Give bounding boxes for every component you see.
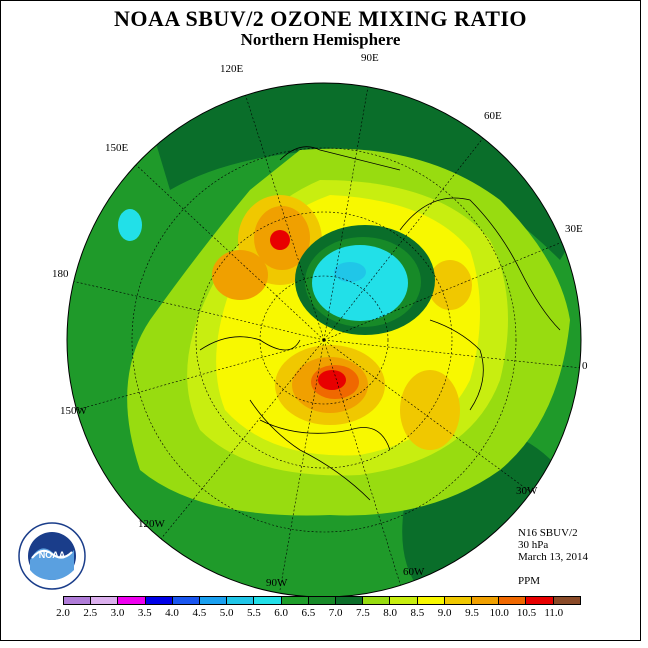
pressure-level-label: 30 hPa [518, 539, 549, 551]
page-title: NOAA SBUV/2 OZONE MIXING RATIO [113, 6, 528, 31]
color-scale-cell [200, 597, 228, 604]
figure-frame [0, 0, 641, 641]
date-label: March 13, 2014 [518, 551, 588, 563]
color-scale-cell [499, 597, 527, 604]
color-scale-cell [145, 597, 173, 604]
color-scale-tick: 4.0 [165, 607, 179, 619]
color-scale-cell [281, 597, 309, 604]
instrument-label: N16 SBUV/2 [518, 527, 578, 539]
ozone-field [67, 83, 581, 597]
lon-label-30w: 30W [516, 485, 538, 497]
graticule [67, 83, 581, 591]
color-scale-tick: 8.0 [383, 607, 398, 619]
lon-label-90w: 90W [266, 577, 288, 589]
color-scale-tick: 3.0 [110, 607, 125, 619]
noaa-logo-text: NOAA [39, 550, 66, 560]
color-scale-tick: 7.0 [328, 607, 343, 619]
color-scale-tick: 6.5 [301, 607, 316, 619]
lon-label-90e: 90E [361, 52, 379, 64]
color-scale-tick: 11.0 [544, 607, 564, 619]
color-scale-cell [472, 597, 500, 604]
color-scale-tick: 7.5 [356, 607, 370, 619]
color-scale-tick: 2.0 [56, 607, 70, 619]
color-scale-cell [172, 597, 201, 604]
color-scale-cell [553, 597, 580, 604]
color-scale-tick: 10.5 [516, 607, 537, 619]
color-scale-tick: 10.0 [489, 607, 509, 619]
color-scale-cell [308, 597, 337, 604]
color-scale-tick: 9.5 [465, 607, 479, 619]
color-scale-cell [390, 597, 418, 604]
lon-label-120w: 120W [138, 518, 165, 530]
color-scale-cell [227, 597, 255, 604]
units-label: PPM [518, 575, 541, 587]
lon-label-150w: 150W [60, 405, 87, 417]
color-scale-tick: 5.5 [246, 607, 261, 619]
color-scale-bar [63, 596, 581, 605]
noaa-logo: NOAA [18, 522, 86, 590]
color-scale-cell [444, 597, 473, 604]
color-scale-cell [363, 597, 391, 604]
color-scale-cell [118, 597, 146, 604]
color-scale-cell [417, 597, 445, 604]
lon-label-60w: 60W [403, 566, 425, 578]
lon-label-180: 180 [52, 268, 69, 280]
color-scale-cell [64, 597, 92, 604]
color-scale-tick: 8.5 [410, 607, 425, 619]
color-scale-cell [91, 597, 119, 604]
color-scale-tick: 2.5 [83, 607, 98, 619]
color-scale-tick: 6.0 [274, 607, 288, 619]
color-scale-tick: 9.0 [437, 607, 452, 619]
color-scale-tick: 5.0 [219, 607, 234, 619]
lon-label-30e: 30E [565, 223, 583, 235]
coastlines [199, 146, 561, 501]
lon-label-60e: 60E [484, 110, 502, 122]
color-scale-cell [336, 597, 364, 604]
color-scale-cell [254, 597, 282, 604]
color-scale-tick: 4.5 [192, 607, 207, 619]
lon-label-0: 0 [582, 360, 588, 372]
lon-label-150e: 150E [105, 142, 129, 154]
lon-label-120e: 120E [220, 63, 244, 75]
color-scale-tick: 3.5 [137, 607, 152, 619]
page-subtitle: Northern Hemisphere [240, 30, 401, 49]
color-scale-cell [526, 597, 554, 604]
